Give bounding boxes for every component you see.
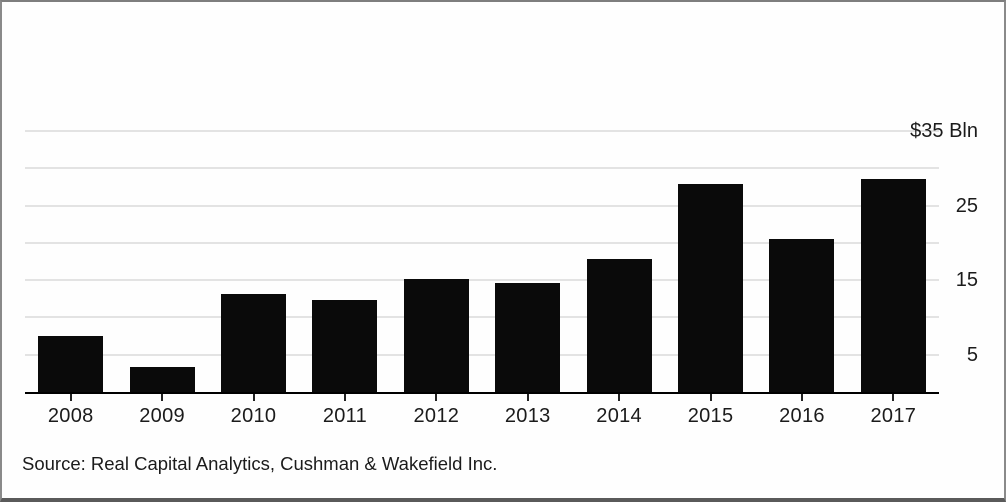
- x-axis-slot-2017: 2017: [848, 394, 939, 427]
- x-axis-label-2011: 2011: [322, 405, 368, 427]
- x-axis-slot-2013: 2013: [482, 394, 573, 427]
- bar-2009: [129, 366, 195, 392]
- x-axis-slot-2009: 2009: [116, 394, 207, 427]
- x-axis-label-2016: 2016: [779, 405, 825, 427]
- x-tick-2014: [618, 394, 621, 401]
- bar-slot-2015: [665, 131, 756, 392]
- x-axis-label-2013: 2013: [504, 405, 551, 427]
- x-axis-label-2014: 2014: [596, 405, 642, 427]
- bar-slot-2010: [208, 131, 299, 392]
- bar-2011: [312, 300, 378, 392]
- x-axis-slot-2012: 2012: [391, 394, 482, 427]
- bar-slot-2017: [848, 131, 939, 392]
- x-axis-label-2017: 2017: [870, 405, 917, 427]
- bar-slot-2013: [482, 131, 573, 392]
- x-tick-2011: [343, 394, 346, 401]
- x-axis-label-2015: 2015: [687, 405, 734, 427]
- bar-2008: [38, 336, 104, 392]
- bar-2017: [860, 178, 926, 392]
- source-text: Source: Real Capital Analytics, Cushman …: [22, 453, 498, 474]
- x-axis: 2008 2009 2010 2011 2012 2013 2014 2015 2016 2017: [25, 394, 939, 427]
- y-axis-label-15: 15: [955, 269, 978, 292]
- x-tick-2010: [252, 394, 255, 401]
- x-axis-label-2012: 2012: [413, 405, 460, 427]
- x-axis-label-2009: 2009: [139, 405, 185, 427]
- x-tick-2008: [69, 394, 72, 401]
- plot-area: [25, 130, 939, 394]
- bar-slot-2008: [25, 131, 116, 392]
- x-axis-slot-2008: 2008: [25, 394, 116, 427]
- x-axis-slot-2015: 2015: [665, 394, 756, 427]
- gridline-35: [25, 130, 939, 132]
- x-tick-2016: [800, 394, 803, 401]
- bar-slot-2014: [573, 131, 664, 392]
- y-axis-label-5: 5: [966, 343, 978, 366]
- x-axis-label-2010: 2010: [230, 405, 277, 427]
- x-tick-2017: [892, 394, 895, 401]
- bar-2013: [495, 283, 561, 392]
- gridline-15: [25, 279, 939, 282]
- x-tick-2013: [526, 394, 529, 401]
- bar-2016: [769, 239, 835, 392]
- bars-row: [25, 131, 939, 392]
- gridline-30: [25, 167, 939, 170]
- gridline-10: [25, 316, 939, 319]
- x-tick-2015: [709, 394, 712, 401]
- gridline-5: [25, 353, 939, 356]
- bar-2014: [586, 259, 652, 392]
- bar-2015: [678, 183, 744, 392]
- bar-2010: [221, 294, 287, 392]
- bar-slot-2016: [756, 131, 847, 392]
- bar-slot-2009: [116, 131, 207, 392]
- x-axis-label-2008: 2008: [47, 405, 94, 427]
- x-tick-2009: [161, 394, 164, 401]
- gridline-25: [25, 204, 939, 207]
- bar-slot-2012: [391, 131, 482, 392]
- bar-slot-2011: [299, 131, 390, 392]
- gridline-20: [25, 241, 939, 244]
- x-axis-slot-2016: 2016: [756, 394, 847, 427]
- x-tick-2012: [435, 394, 438, 401]
- x-axis-slot-2014: 2014: [573, 394, 664, 427]
- x-axis-slot-2011: 2011: [299, 394, 390, 427]
- y-axis-label-35: $35 Bln: [910, 120, 978, 142]
- bar-2012: [403, 278, 469, 392]
- x-axis-slot-2010: 2010: [208, 394, 299, 427]
- y-axis-label-25: 25: [955, 194, 978, 217]
